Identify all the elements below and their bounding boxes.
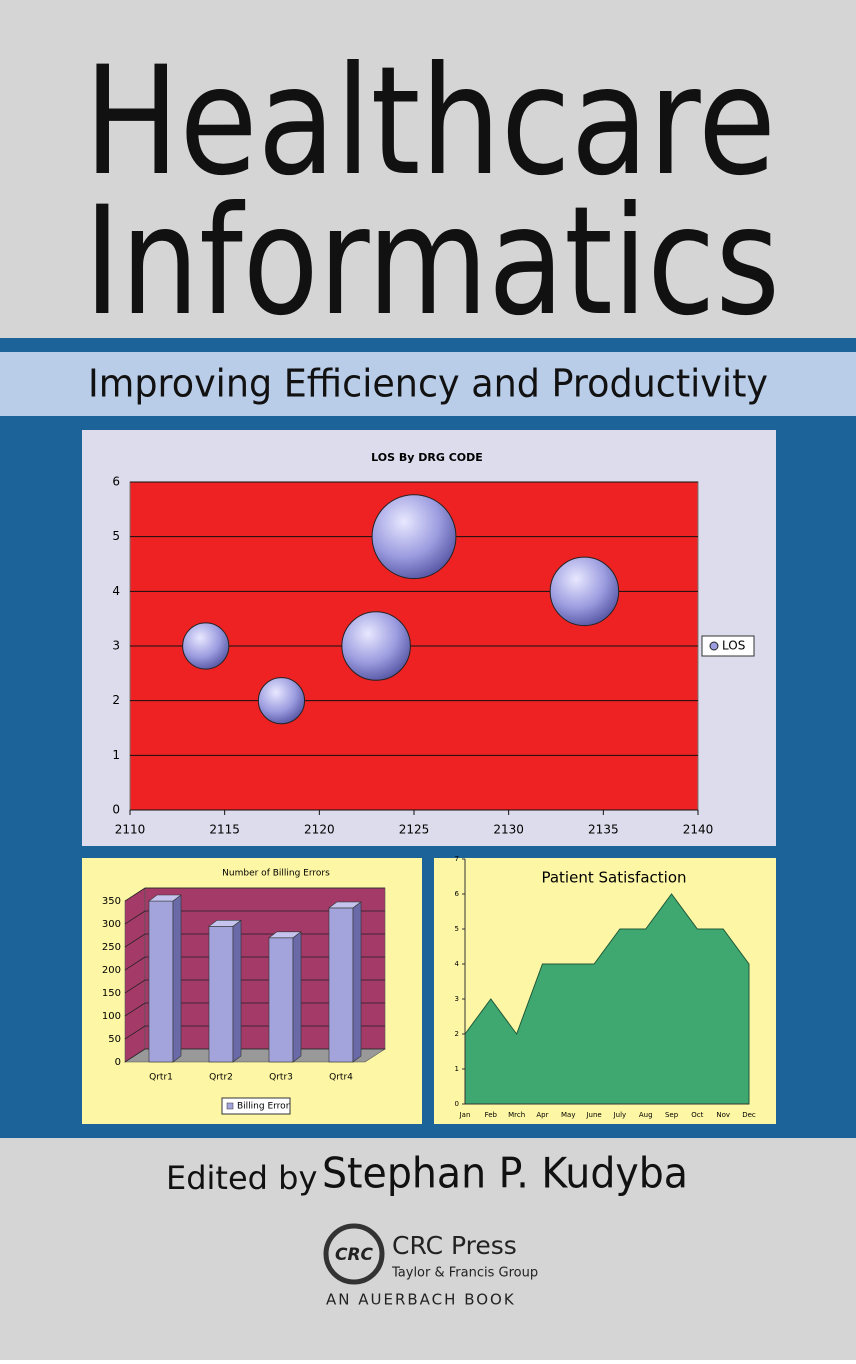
- y-tick-label: 7: [455, 855, 459, 863]
- y-tick-label: 6: [455, 890, 460, 898]
- bar-top: [148, 894, 182, 902]
- bubble: [257, 677, 306, 725]
- x-tick-label: Oct: [691, 1111, 703, 1119]
- legend-label: LOS: [722, 639, 745, 653]
- x-tick-label: 2130: [493, 823, 524, 837]
- bar-top: [328, 901, 362, 909]
- grid-line: [124, 910, 385, 925]
- x-tick-label: Apr: [536, 1111, 548, 1119]
- legend-box: [701, 635, 755, 657]
- x-tick-label: 2110: [115, 823, 146, 837]
- imprint: AN AUERBACH BOOK: [326, 1291, 516, 1309]
- y-tick-label: 150: [102, 988, 121, 999]
- y-tick-label: 4: [112, 584, 120, 598]
- y-tick-label: 250: [102, 942, 121, 953]
- x-tick-label: Sep: [665, 1111, 679, 1119]
- y-tick-label: 1: [112, 748, 120, 762]
- legend-box: [221, 1097, 291, 1115]
- logo-ring: [323, 1223, 385, 1285]
- y-tick-label: 0: [112, 803, 120, 817]
- y-tick-label: 350: [102, 896, 121, 907]
- x-tick-label: 2135: [588, 823, 619, 837]
- y-tick-label: 5: [112, 529, 120, 543]
- bubble: [341, 611, 411, 681]
- x-tick-label: 2140: [683, 823, 714, 837]
- bubble: [549, 556, 620, 627]
- grid-line: [124, 1025, 385, 1040]
- y-tick-label: 2: [455, 1030, 459, 1038]
- x-tick-label: Mrch: [508, 1111, 525, 1119]
- bar: [328, 907, 354, 1063]
- area: [464, 893, 750, 1105]
- x-tick-label: Qrtr4: [329, 1073, 353, 1083]
- legend-label: Billing Error: [237, 1102, 290, 1112]
- y-tick-label: 300: [102, 919, 121, 930]
- bar-side: [292, 931, 302, 1063]
- x-tick-label: Feb: [485, 1111, 498, 1119]
- y-tick-label: 2: [112, 693, 120, 707]
- bar-side: [232, 919, 242, 1063]
- bubble: [182, 622, 230, 670]
- x-tick-label: Jan: [459, 1111, 471, 1119]
- chart-title: Number of Billing Errors: [222, 869, 330, 879]
- bar: [208, 925, 234, 1063]
- subtitle-band: [0, 352, 856, 416]
- bar-side: [172, 894, 182, 1063]
- logo: CRC: [335, 1245, 374, 1265]
- x-tick-label: Qrtr2: [209, 1073, 233, 1083]
- grid-line: [124, 956, 385, 971]
- y-tick-label: 3: [112, 639, 120, 653]
- bubble: [371, 494, 457, 580]
- y-tick-label: 6: [112, 475, 120, 489]
- y-tick-label: 4: [455, 960, 460, 968]
- edited-by: Edited by: [166, 1159, 317, 1197]
- bar-side: [352, 901, 362, 1063]
- x-tick-label: Nov: [716, 1111, 730, 1119]
- grid-line: [124, 979, 385, 994]
- chart-title: Patient Satisfaction: [541, 869, 686, 887]
- chart-title: LOS By DRG CODE: [371, 451, 483, 464]
- y-tick-label: 5: [455, 925, 459, 933]
- grid-line: [124, 887, 385, 902]
- editor: Stephan P. Kudyba: [322, 1149, 688, 1198]
- bar: [268, 937, 294, 1063]
- x-tick-label: 2115: [209, 823, 240, 837]
- x-tick-label: May: [561, 1111, 575, 1119]
- x-tick-label: Aug: [639, 1111, 653, 1119]
- grid-line: [124, 1048, 385, 1063]
- x-tick-label: Dec: [742, 1111, 756, 1119]
- grid-line: [124, 1002, 385, 1017]
- grid-line: [124, 933, 385, 948]
- plot-wall: [124, 887, 146, 1063]
- publisher: CRC Press: [392, 1231, 517, 1260]
- y-tick-label: 200: [102, 965, 121, 976]
- y-tick-label: 1: [455, 1065, 459, 1073]
- x-tick-label: Qrtr1: [149, 1073, 173, 1083]
- x-tick-label: Qrtr3: [269, 1073, 293, 1083]
- y-tick-label: 50: [108, 1034, 121, 1045]
- bar: [148, 900, 174, 1063]
- x-tick-label: July: [613, 1111, 627, 1119]
- legend-swatch: [226, 1102, 234, 1110]
- legend-swatch: [709, 641, 719, 651]
- bar-top: [208, 919, 242, 927]
- bar-top: [268, 931, 302, 939]
- y-tick-label: 100: [102, 1011, 121, 1022]
- x-tick-label: June: [585, 1111, 601, 1119]
- y-tick-label: 0: [455, 1100, 459, 1108]
- y-tick-label: 3: [455, 995, 459, 1003]
- publisher-group: Taylor & Francis Group: [391, 1266, 538, 1281]
- title: Healthcare: [84, 35, 776, 209]
- subtitle: Improving Efficiency and Productivity: [88, 362, 768, 406]
- x-tick-label: 2125: [399, 823, 430, 837]
- x-tick-label: 2120: [304, 823, 335, 837]
- y-tick-label: 0: [115, 1057, 121, 1068]
- title: Informatics: [84, 175, 780, 349]
